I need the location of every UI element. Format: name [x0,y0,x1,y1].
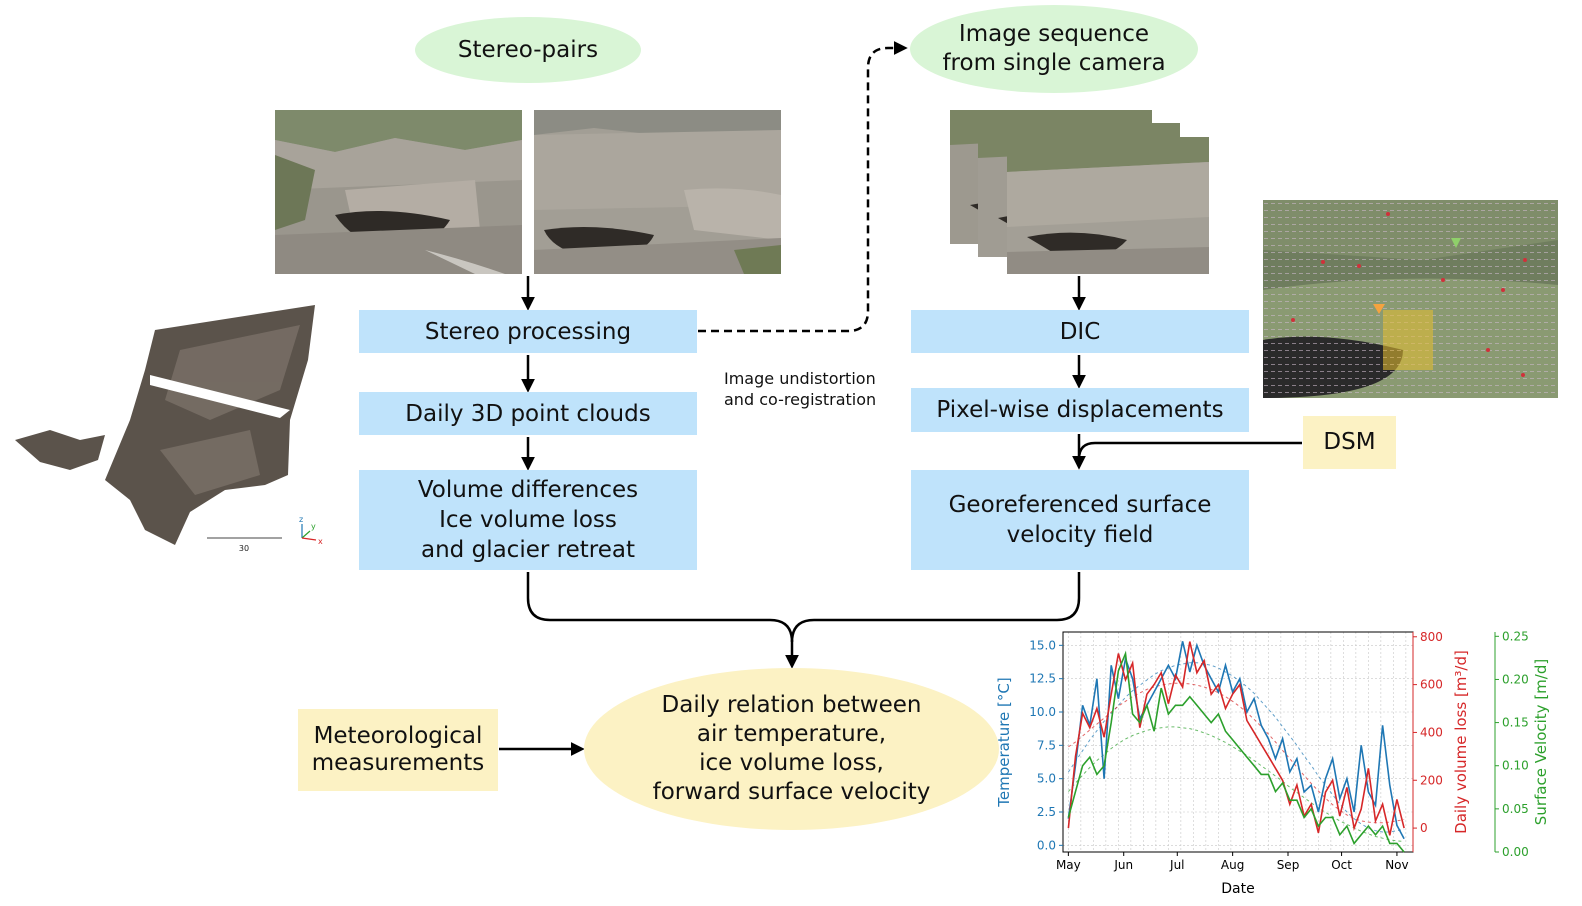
temperature-trend-line [1067,662,1405,833]
temperature-tick-label: 0.0 [1037,838,1056,852]
meteorological-label: Meteorological measurements [311,723,485,776]
temperature-tick-label: 10.0 [1029,705,1056,719]
axis-label-y: y [311,522,316,531]
x-tick-label: May [1056,858,1081,872]
velocity-tick-label: 0.05 [1502,802,1529,816]
x-tick-label: Sep [1277,858,1300,872]
temperature-tick-label: 2.5 [1037,805,1056,819]
image-sequence-label: Image sequence from single camera [942,21,1166,76]
plot-frame [1062,631,1414,853]
pixel-displacements-label: Pixel-wise displacements [936,397,1224,423]
stereo-processing-box: Stereo processing [359,310,697,353]
axis-label-x: x [318,537,323,546]
dsm-box: DSM [1303,416,1396,469]
volume-differences-label: Volume differences Ice volume loss and g… [417,477,639,563]
volume-tick-label: 600 [1420,678,1443,692]
temperature-line [1067,641,1405,840]
volume-tick-label: 800 [1420,630,1443,644]
temperature-tick-label: 7.5 [1037,738,1056,752]
volume-line [1067,641,1405,836]
daily-relation-oval: Daily relation between air temperature, … [584,668,999,830]
velocity-tick-label: 0.10 [1502,759,1529,773]
daily-relation-label: Daily relation between air temperature, … [652,692,931,805]
stereo-photo-left [275,110,522,274]
image-sequence-oval: Image sequence from single camera [910,5,1198,93]
velocity-line [1067,650,1405,853]
georeferenced-velocity-label: Georeferenced surface velocity field [948,492,1212,548]
velocity-trend-line [1068,726,1405,843]
x-tick-label: Aug [1221,858,1244,872]
undistortion-label: Image undistortion and co-registration [724,369,877,409]
volume-tick-label: 400 [1420,725,1443,739]
velocity-tick-label: 0.25 [1502,629,1529,643]
stereo-processing-label: Stereo processing [424,318,632,345]
temperature-tick-label: 5.0 [1037,772,1056,786]
arrow-undistortion-to-sequence [698,41,908,333]
temperature-tick-label: 12.5 [1029,672,1056,686]
x-tick-label: Jul [1169,858,1184,872]
scale-bar-label: 30 [239,544,249,553]
stereo-pairs-label: Stereo-pairs [457,37,599,63]
stereo-photo-right [534,110,781,274]
volume-axis-label: Daily volume loss [m³/d] [1452,650,1470,834]
volume-tick-label: 0 [1420,821,1428,835]
x-axis-label: Date [1221,881,1254,897]
velocity-tick-label: 0.20 [1502,672,1529,686]
volume-trend-line [1068,682,1405,824]
meteorological-box: Meteorological measurements [298,709,498,791]
volume-tick-label: 200 [1420,773,1443,787]
climate-chart: May Jun Jul Aug Sep Oct Nov Date 0.0 2.5 5.0 7.5 10.… [995,629,1550,897]
sequence-photo-front [1007,137,1209,274]
velocity-tick-label: 0.15 [1502,716,1529,730]
volume-differences-box: Volume differences Ice volume loss and g… [359,470,697,570]
velocity-axis-label: Surface Velocity [m/d] [1532,659,1550,825]
arrow-dsm-to-georeferenced [1077,441,1302,460]
temperature-tick-label: 15.0 [1029,638,1056,652]
georeferenced-velocity-box: Georeferenced surface velocity field [911,470,1249,570]
dic-label: DIC [1059,318,1101,345]
point-cloud-render: 30 z y x [15,305,323,553]
pixel-displacements-box: Pixel-wise displacements [911,388,1249,432]
x-tick-label: Oct [1331,858,1352,872]
axis-label-z: z [299,515,303,524]
daily-point-clouds-label: Daily 3D point clouds [405,400,651,427]
x-tick-label: Jun [1113,858,1133,872]
dsm-label: DSM [1323,429,1376,455]
velocity-overlay-image [1263,200,1558,398]
dic-box: DIC [911,310,1249,353]
x-tick-label: Nov [1385,858,1408,872]
undistortion-note: Image undistortion and co-registration [724,347,876,410]
stereo-pairs-oval: Stereo-pairs [415,17,641,83]
velocity-tick-label: 0.00 [1502,845,1529,859]
daily-point-clouds-box: Daily 3D point clouds [359,392,697,435]
temperature-axis-label: Temperature [°C] [995,677,1013,807]
